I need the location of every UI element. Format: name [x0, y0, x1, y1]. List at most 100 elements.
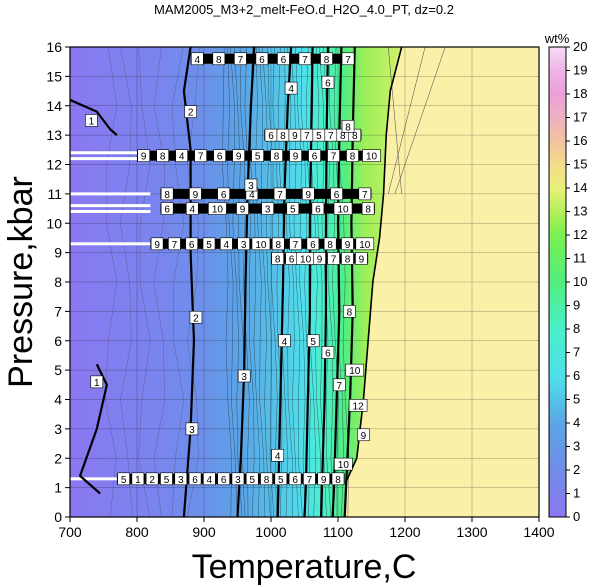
svg-text:10: 10	[337, 205, 349, 216]
fine-contour	[388, 47, 402, 194]
svg-text:5: 5	[121, 475, 127, 486]
contour-label: 6	[311, 202, 325, 216]
contour-label: 9	[355, 252, 368, 266]
gap-row	[70, 242, 151, 246]
svg-text:4: 4	[189, 205, 195, 216]
svg-text:9: 9	[293, 152, 299, 163]
svg-text:8: 8	[345, 122, 351, 133]
svg-text:4: 4	[195, 55, 201, 66]
colorbar-unit: wt%	[544, 31, 570, 46]
contour-label: 9	[317, 472, 331, 486]
contour-label: 7	[234, 52, 247, 66]
svg-text:5: 5	[310, 337, 316, 348]
svg-text:4: 4	[249, 190, 255, 201]
svg-text:3: 3	[178, 475, 184, 486]
svg-text:1: 1	[135, 475, 141, 486]
colorbar-tick-label: 14	[573, 180, 587, 195]
colorbar-tick-label: 18	[573, 86, 587, 101]
contour-label: 8	[341, 120, 355, 133]
contour-label: 7	[333, 378, 346, 392]
svg-text:6: 6	[292, 475, 298, 486]
contour-label: 6	[217, 472, 230, 486]
y-tick-label: 7	[54, 303, 62, 319]
svg-text:9: 9	[193, 190, 199, 201]
colorbar-tick-label: 12	[573, 227, 587, 242]
contour-label: 10	[296, 252, 315, 266]
contour-label: 8	[323, 237, 337, 251]
y-tick-label: 5	[54, 362, 62, 378]
contour-label: 3	[185, 422, 199, 436]
contour-label: 6	[288, 472, 302, 486]
y-tick-label: 3	[54, 421, 62, 437]
svg-text:4: 4	[275, 451, 281, 462]
contour-label: 5	[160, 472, 173, 486]
svg-text:8: 8	[324, 55, 330, 66]
svg-text:6: 6	[312, 152, 318, 163]
svg-text:7: 7	[331, 255, 337, 266]
svg-text:7: 7	[307, 475, 313, 486]
colorbar-tick-label: 20	[573, 39, 587, 54]
contour-label: 8	[361, 202, 375, 216]
contour-label: 9	[289, 149, 302, 163]
svg-text:6: 6	[268, 131, 274, 142]
y-tick-label: 13	[46, 127, 62, 143]
contour-label: 6	[185, 237, 199, 251]
contour-label: 9	[137, 149, 150, 163]
x-tick-label: 1300	[456, 524, 487, 540]
y-tick-label: 2	[54, 450, 62, 466]
contour-label: 3	[174, 472, 188, 486]
contour-label: 7	[327, 252, 340, 266]
contour-labels: 4 8 7 6 6 7 8 76 8 9 7 5 7 8 89 8 4 7 6 9 5 8 9 6 7 8 108 9 6 4 7 9 6 76 4…	[85, 52, 381, 486]
contour-label: 6	[306, 237, 320, 251]
contour-label: 12	[348, 399, 368, 412]
svg-text:4: 4	[207, 475, 213, 486]
x-tick-label: 700	[58, 524, 82, 540]
contour-label: 5	[286, 202, 300, 216]
colorbar-tick-label: 8	[573, 321, 580, 336]
svg-text:6: 6	[334, 190, 340, 201]
x-tick-label: 1100	[323, 524, 353, 540]
svg-text:8: 8	[275, 255, 281, 266]
svg-text:9: 9	[359, 255, 365, 266]
gap-row	[70, 477, 151, 481]
svg-text:7: 7	[328, 131, 334, 142]
contour-label: 8	[260, 472, 273, 486]
contour-label: 5	[117, 472, 130, 486]
svg-text:10: 10	[349, 366, 361, 377]
colorbar-tick-label: 4	[573, 415, 580, 430]
colorbar-tick-label: 6	[573, 368, 580, 383]
contour-label: 9	[357, 428, 370, 442]
contour-label: 8	[343, 305, 356, 318]
contour-label: 4	[175, 149, 188, 163]
svg-text:7: 7	[172, 240, 178, 251]
contour-label: 7	[168, 237, 181, 251]
colorbar-tick-label: 7	[573, 345, 580, 360]
svg-text:8: 8	[274, 152, 280, 163]
svg-text:8: 8	[365, 205, 371, 216]
svg-text:7: 7	[331, 152, 337, 163]
svg-text:7: 7	[238, 55, 244, 66]
gap-row	[70, 157, 151, 161]
svg-text:8: 8	[345, 255, 351, 266]
svg-text:7: 7	[345, 55, 351, 66]
svg-text:10: 10	[366, 152, 378, 163]
x-tick-label: 1200	[389, 524, 420, 540]
contour-label: 9	[150, 237, 164, 251]
contour-label: 1	[90, 375, 104, 389]
contour-label: 6	[255, 52, 269, 66]
svg-text:8: 8	[352, 131, 358, 142]
contour-label: 7	[194, 149, 207, 163]
contour-label: 9	[189, 187, 202, 201]
contour-label: 4	[203, 472, 216, 486]
svg-text:5: 5	[206, 240, 212, 251]
svg-text:3: 3	[241, 372, 247, 383]
contour-label: 10	[355, 237, 375, 251]
contour-label: 10	[333, 202, 353, 216]
svg-text:9: 9	[141, 152, 147, 163]
svg-text:1: 1	[89, 116, 95, 127]
svg-text:6: 6	[325, 349, 331, 360]
svg-text:8: 8	[327, 240, 333, 251]
svg-text:5: 5	[249, 475, 255, 486]
svg-text:7: 7	[362, 190, 368, 201]
svg-text:9: 9	[306, 190, 312, 201]
